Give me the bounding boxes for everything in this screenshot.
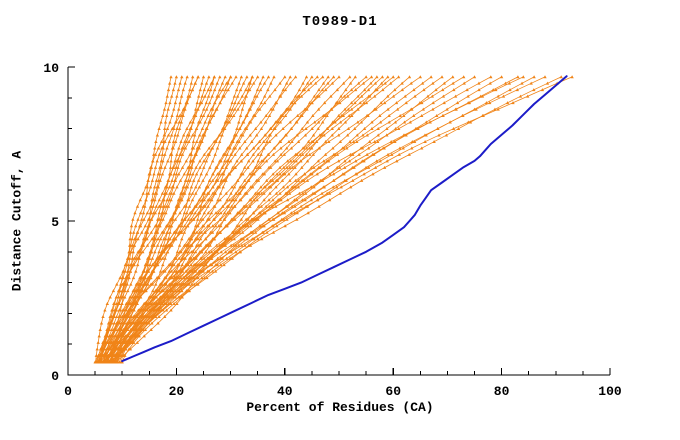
model-curve-markers xyxy=(97,75,200,364)
y-tick-label: 10 xyxy=(43,61,59,76)
model-curve-markers xyxy=(110,75,412,364)
y-tick-label: 0 xyxy=(51,369,59,384)
model-curve-markers xyxy=(111,75,466,364)
x-tick-label: 60 xyxy=(385,384,401,399)
x-tick-label: 0 xyxy=(64,384,72,399)
model-curve-markers xyxy=(111,75,379,364)
model-curve-markers xyxy=(120,75,563,364)
model-curve-markers xyxy=(107,75,249,364)
model-curve-markers xyxy=(112,75,314,364)
model-curve-markers xyxy=(96,75,179,364)
model-curve-markers xyxy=(119,75,574,364)
model-curve-markers xyxy=(95,75,211,364)
model-curve-markers xyxy=(93,75,173,364)
model-curve xyxy=(106,76,421,363)
model-curve-markers xyxy=(108,75,385,364)
best-model-curve xyxy=(121,75,568,363)
model-curve-markers xyxy=(98,75,352,364)
model-curve xyxy=(116,76,535,363)
model-curve-markers xyxy=(94,75,189,364)
y-tick-label: 5 xyxy=(51,215,59,230)
x-tick-label: 40 xyxy=(277,384,293,399)
x-axis-label: Percent of Residues (CA) xyxy=(246,400,434,415)
model-curve-markers xyxy=(100,75,271,364)
x-tick-label: 100 xyxy=(598,384,622,399)
x-tick-label: 20 xyxy=(169,384,185,399)
chart-title: T0989-D1 xyxy=(302,14,378,30)
model-curve-markers xyxy=(98,75,254,364)
model-curve-markers xyxy=(98,75,184,364)
model-curve-markers xyxy=(103,75,222,364)
model-curve xyxy=(109,76,491,363)
model-curves xyxy=(93,75,574,364)
model-curve-markers xyxy=(109,75,292,364)
best-model-line xyxy=(121,75,568,363)
x-tick-label: 80 xyxy=(494,384,510,399)
model-curve xyxy=(119,76,546,363)
model-curve xyxy=(106,76,253,363)
tick-labels: 0 20 40 60 80 100 0 5 10 xyxy=(43,61,622,399)
axes xyxy=(67,66,611,376)
